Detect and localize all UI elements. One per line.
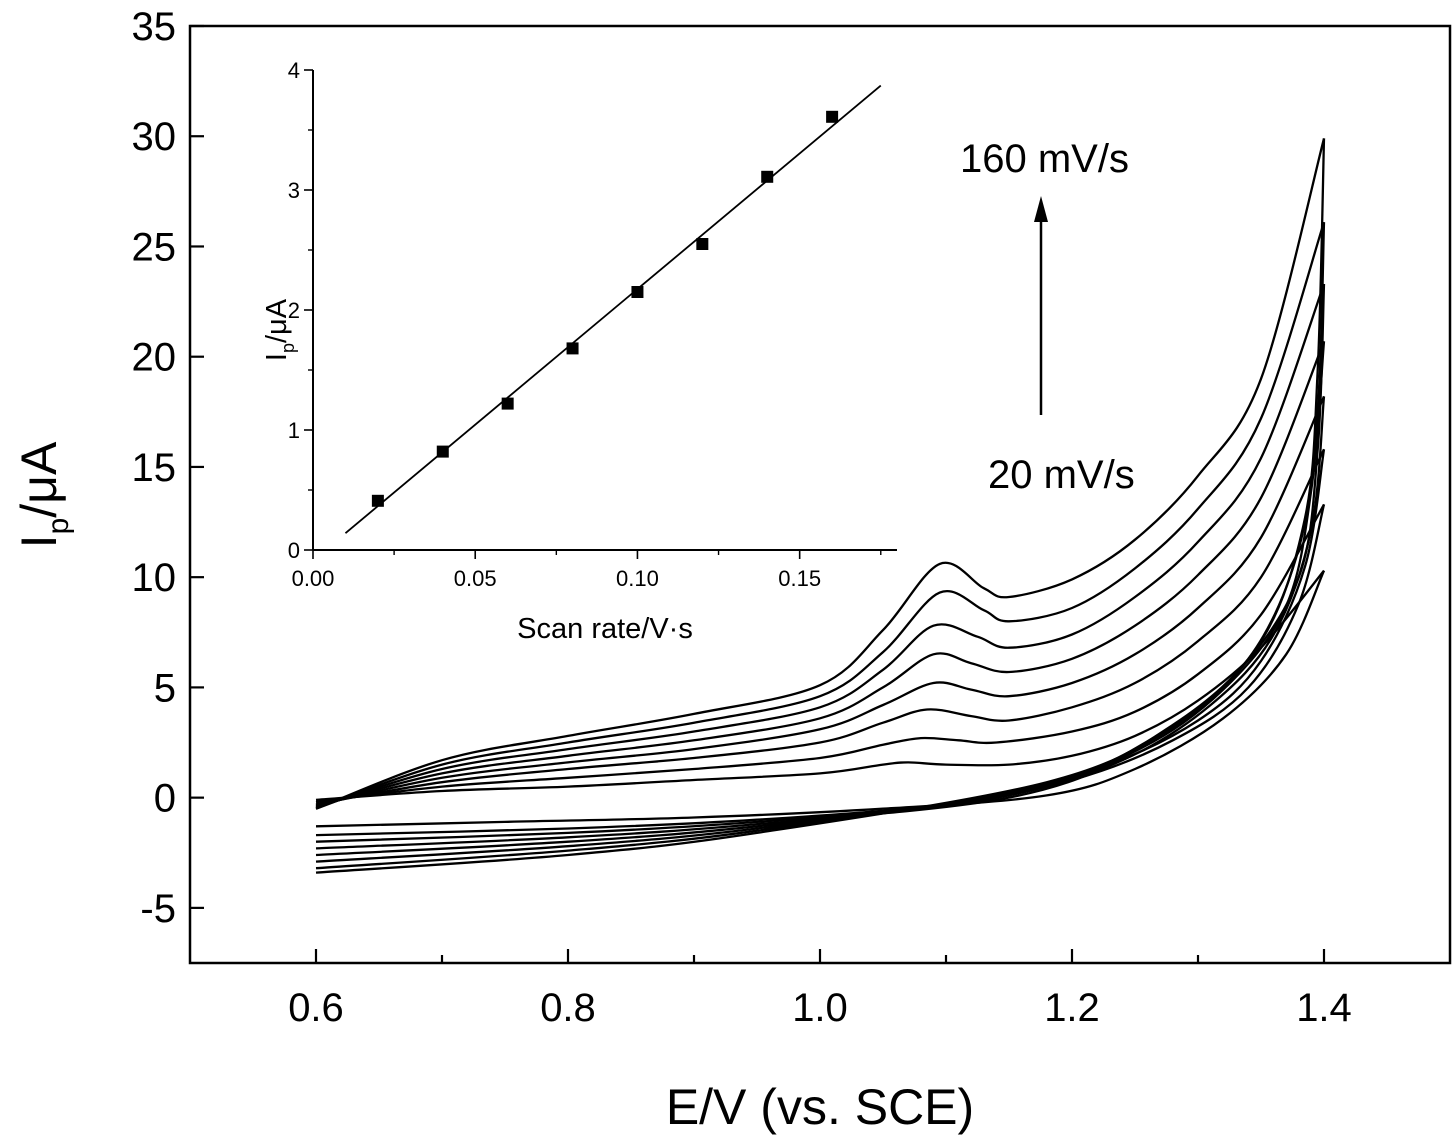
main-y-tick-label-0: -5 (140, 887, 176, 931)
inset-y-axis-label: Ip/μA (261, 298, 298, 361)
inset-y-tick-label-3: 3 (288, 178, 300, 203)
main-y-axis-label: Ip/μA (11, 441, 75, 548)
main-y-tick-label-1: 0 (154, 777, 176, 821)
cv-curve-anodic-60 (315, 448, 1326, 806)
cv-curve-anodic-120 (315, 283, 1326, 809)
inset-point-6 (761, 170, 774, 183)
main-x-tick-label-1: 0.8 (540, 986, 596, 1030)
inset-x-tick-label-0: 0.00 (292, 566, 335, 591)
main-y-tick-label-5: 20 (132, 336, 177, 380)
cv-curve-cathodic-160 (315, 138, 1326, 874)
cv-curve-anodic-140 (315, 221, 1326, 810)
main-y-tick-label-3: 10 (132, 556, 177, 600)
main-x-tick-label-2: 1.0 (792, 986, 848, 1030)
main-x-tick-label-4: 1.4 (1296, 986, 1352, 1030)
inset-y-label-unit: /μA (261, 298, 293, 343)
main-y-tick-label-4: 15 (132, 446, 177, 490)
inset-point-3 (566, 342, 579, 355)
inset-y-tick-label-1: 1 (288, 418, 300, 443)
inset-y-tick-label-4: 4 (288, 58, 300, 83)
inset-plot-frame (313, 70, 897, 550)
main-y-label-sub: p (42, 518, 75, 535)
inset-point-4 (631, 286, 644, 298)
main-y-tick-label-8: 35 (132, 5, 177, 49)
svg-text:Ip/μA: Ip/μA (261, 298, 298, 361)
cv-curve-cathodic-80 (315, 396, 1326, 850)
inset-x-tick-label-3: 0.15 (778, 566, 821, 591)
main-x-tick-label-0: 0.6 (288, 986, 344, 1030)
inset-y-label-main: I (261, 353, 293, 361)
inset-y-tick-label-0: 0 (288, 538, 300, 563)
inset-point-2 (501, 397, 514, 410)
inset-point-0 (371, 494, 384, 507)
main-y-tick-label-6: 25 (132, 225, 177, 269)
inset-point-1 (436, 445, 449, 458)
main-y-tick-label-7: 30 (132, 115, 177, 159)
cv-curve-cathodic-60 (315, 449, 1326, 843)
cv-curve-anodic-80 (315, 395, 1326, 807)
inset-fit-line (344, 84, 882, 534)
cv-curve-cathodic-100 (315, 341, 1326, 857)
main-y-tick-label-2: 5 (154, 666, 176, 710)
increase-arrow-icon (1034, 196, 1048, 415)
cv-curve-anodic-20 (315, 569, 1325, 802)
inset-x-axis-label: Scan rate/V·s (517, 613, 693, 645)
inset-x-axis: 0.00 0.05 0.10 0.15 (292, 550, 882, 591)
main-y-label-unit: /μA (11, 441, 67, 518)
main-x-axis-label: E/V (vs. SCE) (666, 1079, 974, 1135)
annotation-top-scan-rate: 160 mV/s (960, 137, 1129, 181)
annotation-bottom-scan-rate: 20 mV/s (988, 453, 1135, 497)
cv-curve-cathodic-20 (315, 570, 1326, 828)
svg-text:Ip/μA: Ip/μA (11, 441, 75, 548)
inset-point-5 (696, 238, 709, 250)
main-x-tick-label-3: 1.2 (1044, 986, 1100, 1030)
cv-curve-anodic-160 (315, 138, 1326, 810)
inset-x-tick-label-1: 0.05 (454, 566, 497, 591)
main-curves (315, 138, 1326, 874)
inset-data (344, 84, 882, 534)
inset-x-tick-label-2: 0.10 (616, 566, 659, 591)
main-y-label-main: I (11, 534, 67, 548)
inset-y-tick-label-2: 2 (288, 298, 300, 323)
inset-y-label-sub: p (278, 343, 298, 353)
cv-curve-cathodic-140 (315, 222, 1326, 870)
inset-point-7 (826, 110, 839, 123)
inset-y-axis: 0 1 2 3 4 (288, 58, 313, 563)
main-y-axis: -5 0 5 10 15 20 25 30 35 (132, 5, 204, 931)
main-x-axis: 0.6 0.8 1.0 1.2 1.4 (288, 949, 1352, 1030)
cv-curve-anodic-40 (315, 503, 1325, 804)
cv-curve-anodic-100 (315, 340, 1326, 808)
